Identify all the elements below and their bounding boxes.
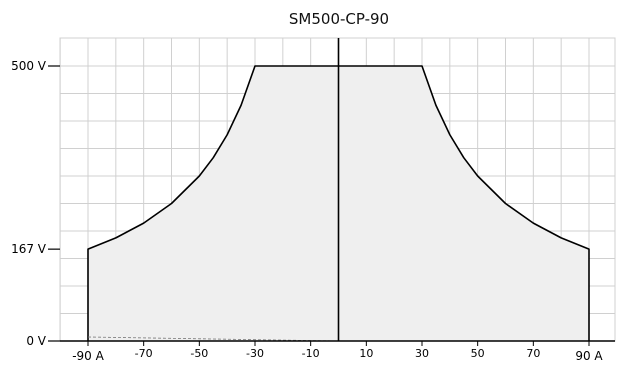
x-tick-label: 10 [359,347,373,360]
x-tick-label: -10 [302,347,320,360]
axes [48,38,615,346]
y-tick-label: 500 V [11,59,47,73]
y-tick-label: 0 V [26,334,46,348]
tick-labels: 0 V 167 V 500 V -90 A -70 -50 -30 -10 10 30 50 70 90… [11,59,603,363]
x-tick-label: 30 [415,347,429,360]
dashed-line [87,336,339,342]
x-tick-label: -90 A [72,349,104,363]
x-tick-label: 90 A [575,349,603,363]
y-tick-label: 167 V [11,242,47,256]
x-tick-label: -50 [190,347,208,360]
chart-title: SM500-CP-90 [289,10,389,28]
x-tick-label: -70 [135,347,153,360]
x-tick-label: 70 [526,347,540,360]
x-tick-label: -30 [246,347,264,360]
x-tick-label: 50 [471,347,485,360]
